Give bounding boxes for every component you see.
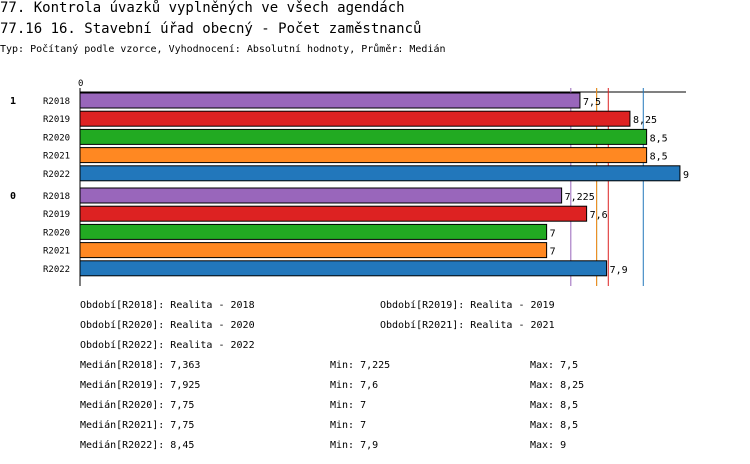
value-label-1-r2018: 7,5 xyxy=(583,97,601,108)
bar-1-r2020 xyxy=(79,128,648,145)
stat-median-r2018: Medián[R2018]: 7,363 xyxy=(80,360,201,371)
bar-1-r2019 xyxy=(79,110,631,127)
legend-period-r2019: Období[R2019]: Realita - 2019 xyxy=(380,300,555,311)
bar-0-r2019 xyxy=(79,205,588,222)
axis-zero-label: 0 xyxy=(78,79,83,89)
value-label-0-r2018: 7,225 xyxy=(565,192,595,203)
legend-period-r2021: Období[R2021]: Realita - 2021 xyxy=(380,320,555,331)
stat-median-r2019: Medián[R2019]: 7,925 xyxy=(80,380,201,391)
bar-chart: 0 1 R2018 7,5 R2019 8,25 R2020 8,5 R2021 8,5 R2022… xyxy=(10,79,689,286)
category-label-r2021: R2021 xyxy=(43,247,70,257)
group-label-1: 1 xyxy=(10,96,16,107)
category-label-r2019: R2019 xyxy=(43,210,70,220)
legend-period-r2022: Období[R2022]: Realita - 2022 xyxy=(80,340,255,351)
category-label-r2020: R2020 xyxy=(43,133,70,143)
stat-max-r2021: Max: 8,5 xyxy=(530,420,579,431)
bar-1-r2022 xyxy=(79,165,681,182)
category-label-r2022: R2022 xyxy=(43,265,70,275)
stat-min-r2022: Min: 7,9 xyxy=(330,440,379,451)
bar-0-r2018 xyxy=(79,187,563,204)
stat-min-r2021: Min: 7 xyxy=(330,420,367,431)
value-label-1-r2020: 8,5 xyxy=(650,133,668,144)
category-label-r2021: R2021 xyxy=(43,152,70,162)
chart-subtitle: 77.16 16. Stavební úřad obecný - Počet z… xyxy=(0,21,422,37)
group-label-0: 0 xyxy=(10,191,16,202)
bar-0-r2021 xyxy=(79,242,548,259)
stat-median-r2021: Medián[R2021]: 7,75 xyxy=(80,420,195,431)
stat-median-r2022: Medián[R2022]: 8,45 xyxy=(80,440,195,451)
category-label-r2018: R2018 xyxy=(43,97,70,107)
stat-max-r2019: Max: 8,25 xyxy=(530,380,585,391)
stat-min-r2018: Min: 7,225 xyxy=(330,360,391,371)
legend-period-r2018: Období[R2018]: Realita - 2018 xyxy=(80,300,255,311)
stat-median-r2020: Medián[R2020]: 7,75 xyxy=(80,400,195,411)
value-label-1-r2021: 8,5 xyxy=(650,152,668,163)
stat-max-r2018: Max: 7,5 xyxy=(530,360,579,371)
value-label-0-r2022: 7,9 xyxy=(610,265,628,276)
category-label-r2020: R2020 xyxy=(43,228,70,238)
value-label-1-r2022: 9 xyxy=(683,170,689,181)
legend-period-r2020: Období[R2020]: Realita - 2020 xyxy=(80,320,255,331)
stat-min-r2019: Min: 7,6 xyxy=(330,380,379,391)
bar-0-r2020 xyxy=(79,223,548,240)
bar-1-r2021 xyxy=(79,147,648,164)
value-label-0-r2019: 7,6 xyxy=(590,210,608,221)
stat-max-r2022: Max: 9 xyxy=(530,440,567,451)
bar-1-r2018 xyxy=(79,92,581,109)
value-label-0-r2020: 7 xyxy=(550,228,556,239)
chart-info: Typ: Počítaný podle vzorce, Vyhodnocení:… xyxy=(0,44,446,55)
category-label-r2018: R2018 xyxy=(43,192,70,202)
bar-0-r2022 xyxy=(79,260,608,277)
category-label-r2022: R2022 xyxy=(43,170,70,180)
value-label-0-r2021: 7 xyxy=(550,247,556,258)
stat-max-r2020: Max: 8,5 xyxy=(530,400,579,411)
chart-title: 77. Kontrola úvazků vyplněných ve všech … xyxy=(0,0,405,16)
category-label-r2019: R2019 xyxy=(43,115,70,125)
stat-min-r2020: Min: 7 xyxy=(330,400,367,411)
value-label-1-r2019: 8,25 xyxy=(633,115,657,126)
